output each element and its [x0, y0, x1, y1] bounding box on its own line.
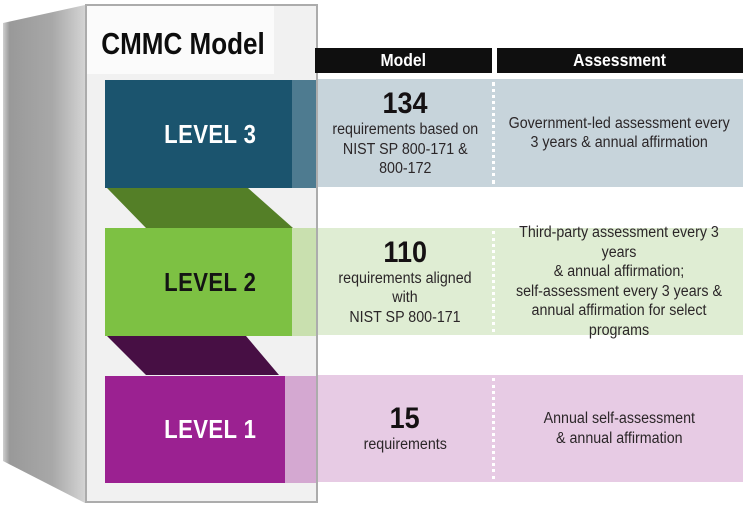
- title-block: CMMC Model: [87, 6, 274, 74]
- page-title: CMMC Model: [101, 26, 265, 61]
- level-3-model-cell: 134 requirements based on NIST SP 800-17…: [318, 79, 492, 187]
- level-1-requirement-desc: requirements: [363, 436, 447, 454]
- level-2-band: LEVEL 2: [105, 228, 316, 336]
- level-1-row: 15 requirements Annual self-assessment &…: [318, 375, 743, 482]
- level-2-model-cell: 110 requirements aligned with NIST SP 80…: [318, 228, 492, 335]
- column-header-assessment-label: Assessment: [573, 50, 667, 70]
- ribbon-fold-purple: [107, 336, 279, 375]
- level-3-band: LEVEL 3: [105, 80, 316, 188]
- level-2-row: 110 requirements aligned with NIST SP 80…: [318, 224, 743, 339]
- level-3-requirement-desc: requirements based on NIST SP 800-171 & …: [332, 121, 478, 178]
- level-2-label: LEVEL 2: [164, 266, 257, 297]
- level-2-requirement-desc: requirements aligned with NIST SP 800-17…: [338, 269, 472, 326]
- level-1-model-cell: 15 requirements: [318, 375, 492, 482]
- dotted-divider: [492, 231, 495, 332]
- level-3-assessment-text: Government-led assessment every 3 years …: [508, 114, 730, 152]
- level-1-requirement-count: 15: [389, 402, 421, 436]
- column-header-assessment: Assessment: [497, 48, 743, 73]
- dotted-divider: [492, 82, 495, 184]
- level-3-label: LEVEL 3: [164, 118, 257, 149]
- level-2-requirement-count: 110: [383, 235, 427, 269]
- level-3-row: 134 requirements based on NIST SP 800-17…: [318, 79, 743, 187]
- level-1-label: LEVEL 1: [164, 414, 257, 444]
- level-3-requirement-count: 134: [382, 87, 428, 121]
- spine-face: [3, 5, 85, 503]
- level-2-assessment-text: Third-party assessment every 3 years & a…: [515, 224, 723, 339]
- level-1-assessment-text: Annual self-assessment & annual affirmat…: [543, 410, 695, 447]
- dotted-divider: [492, 378, 495, 479]
- ribbon-fold-green: [107, 188, 293, 228]
- level-1-band: LEVEL 1: [105, 376, 316, 483]
- column-header-model-label: Model: [380, 50, 427, 70]
- level-3-assessment-cell: Government-led assessment every 3 years …: [495, 79, 743, 187]
- level-1-assessment-cell: Annual self-assessment & annual affirmat…: [495, 375, 743, 482]
- level-2-assessment-cell: Third-party assessment every 3 years & a…: [495, 224, 743, 339]
- column-header-model: Model: [315, 48, 492, 73]
